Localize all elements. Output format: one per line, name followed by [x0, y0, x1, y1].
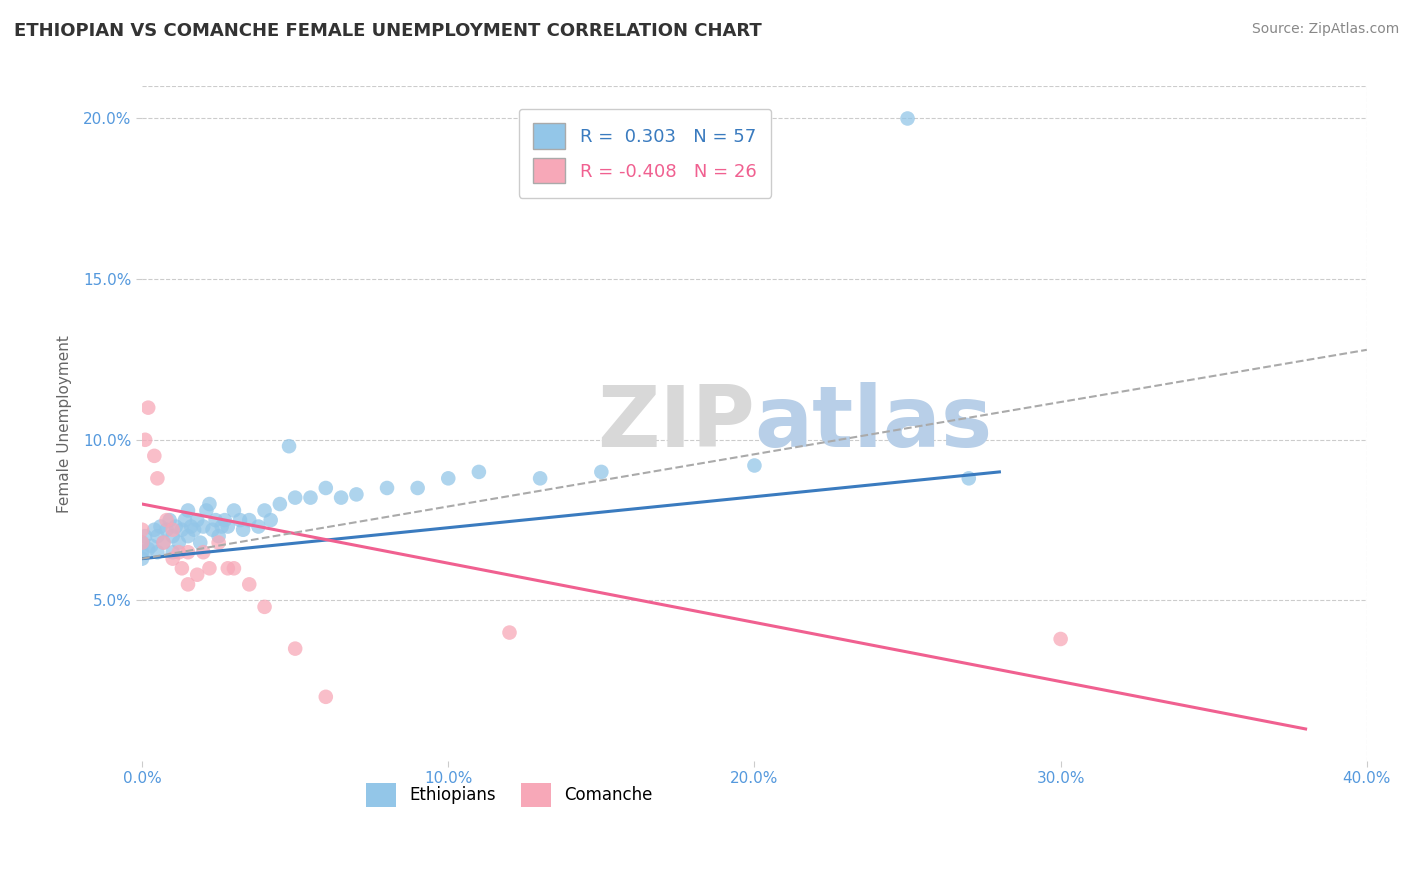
Point: [162, 545, 184, 559]
Point: [330, 491, 353, 505]
Text: ZIP: ZIP: [596, 382, 755, 466]
Point: [299, 491, 322, 505]
Point: [315, 690, 337, 704]
Point: [214, 513, 236, 527]
Point: [1049, 632, 1071, 646]
Point: [155, 523, 177, 537]
Point: [744, 458, 766, 473]
Point: [198, 497, 221, 511]
Point: [222, 503, 245, 517]
Point: [957, 471, 980, 485]
Point: [207, 529, 229, 543]
Point: [406, 481, 429, 495]
Point: [131, 535, 153, 549]
Point: [143, 449, 166, 463]
Point: [177, 503, 200, 517]
Point: [186, 567, 208, 582]
Point: [468, 465, 491, 479]
Point: [152, 535, 174, 549]
Point: [529, 471, 551, 485]
Point: [229, 513, 252, 527]
Text: Source: ZipAtlas.com: Source: ZipAtlas.com: [1251, 22, 1399, 37]
Point: [204, 513, 226, 527]
Point: [170, 561, 193, 575]
Point: [211, 519, 233, 533]
Point: [165, 519, 187, 533]
Point: [232, 523, 254, 537]
Point: [177, 545, 200, 559]
Point: [198, 561, 221, 575]
Point: [222, 561, 245, 575]
Point: [375, 481, 398, 495]
Point: [437, 471, 460, 485]
Text: ETHIOPIAN VS COMANCHE FEMALE UNEMPLOYMENT CORRELATION CHART: ETHIOPIAN VS COMANCHE FEMALE UNEMPLOYMEN…: [14, 22, 762, 40]
Point: [278, 439, 301, 453]
Point: [131, 523, 153, 537]
Point: [284, 641, 307, 656]
Point: [195, 503, 218, 517]
Point: [162, 551, 184, 566]
Point: [186, 513, 208, 527]
Point: [217, 519, 239, 533]
Point: [134, 433, 156, 447]
Point: [146, 545, 169, 559]
Point: [896, 112, 918, 126]
Point: [131, 545, 153, 559]
Point: [253, 599, 276, 614]
Point: [141, 539, 163, 553]
Point: [591, 465, 613, 479]
Point: [269, 497, 291, 511]
Text: atlas: atlas: [755, 382, 993, 466]
Point: [193, 519, 215, 533]
Point: [260, 513, 283, 527]
Point: [177, 529, 200, 543]
Point: [146, 529, 169, 543]
Point: [315, 481, 337, 495]
Point: [152, 535, 174, 549]
Point: [498, 625, 520, 640]
Point: [253, 503, 276, 517]
Point: [170, 523, 193, 537]
Point: [207, 535, 229, 549]
Point: [167, 545, 190, 559]
Point: [134, 529, 156, 543]
Point: [177, 577, 200, 591]
Y-axis label: Female Unemployment: Female Unemployment: [58, 334, 72, 513]
Point: [162, 523, 184, 537]
Point: [155, 513, 177, 527]
Point: [201, 523, 224, 537]
Point: [146, 471, 169, 485]
Point: [162, 529, 184, 543]
Point: [131, 551, 153, 566]
Point: [159, 513, 181, 527]
Point: [174, 513, 197, 527]
Point: [131, 535, 153, 549]
Point: [136, 401, 159, 415]
Point: [284, 491, 307, 505]
Point: [183, 523, 205, 537]
Point: [136, 541, 159, 556]
Point: [167, 535, 190, 549]
Point: [238, 513, 260, 527]
Legend: Ethiopians, Comanche: Ethiopians, Comanche: [360, 777, 659, 814]
Point: [217, 561, 239, 575]
Point: [143, 523, 166, 537]
Point: [247, 519, 270, 533]
Point: [180, 519, 202, 533]
Point: [188, 535, 211, 549]
Point: [193, 545, 215, 559]
Point: [238, 577, 260, 591]
Point: [344, 487, 367, 501]
Point: [149, 519, 172, 533]
